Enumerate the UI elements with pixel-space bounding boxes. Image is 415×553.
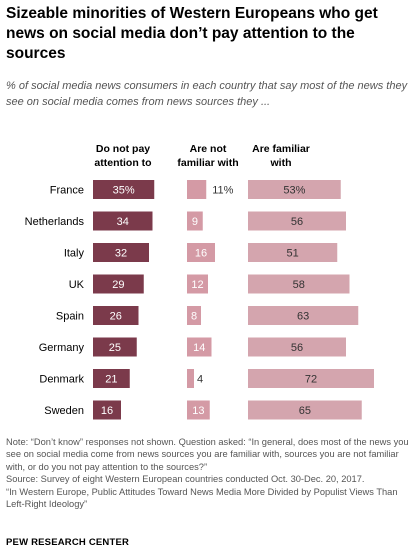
chart-subtitle: % of social media news consumers in each… (6, 80, 408, 108)
bar-not-pay-attention (93, 400, 121, 420)
data-label: 8 (191, 311, 197, 323)
pew-footer: PEW RESEARCH CENTER (6, 537, 130, 548)
data-label: 13 (192, 405, 204, 417)
data-label: 26 (110, 311, 122, 323)
category-label: Sweden (44, 405, 84, 417)
category-label: Italy (64, 248, 85, 260)
column-header-not-familiar: Are not familiar with (177, 143, 239, 169)
chart-notes: Note: “Don’t know” responses not shown. … (6, 436, 411, 510)
bar-not-familiar (187, 369, 194, 388)
data-label: 14 (193, 342, 205, 354)
data-label: 56 (291, 216, 303, 228)
bar-familiar (248, 274, 350, 294)
data-label: 21 (105, 374, 117, 386)
data-label: 32 (115, 248, 127, 260)
bar-not-pay-attention (93, 337, 137, 357)
bar-not-pay-attention (93, 180, 155, 199)
category-label: Spain (56, 311, 84, 323)
data-label: 53% (283, 185, 305, 197)
data-label: 4 (197, 374, 203, 386)
category-label: France (50, 185, 84, 197)
chart-title: Sizeable minorities of Western Europeans… (6, 5, 378, 62)
data-label: 25 (109, 342, 121, 354)
category-label: Netherlands (25, 216, 85, 228)
note-source: Source: Survey of eight Western European… (6, 474, 365, 485)
bar-familiar (248, 337, 346, 357)
note-report-title: “In Western Europe, Public Attitudes Tow… (6, 486, 398, 510)
bar-familiar (248, 211, 346, 231)
data-label: 58 (293, 279, 305, 291)
bar-not-pay-attention (93, 274, 144, 294)
data-label: 35% (113, 185, 135, 197)
data-label: 34 (117, 216, 129, 228)
bar-not-familiar (187, 400, 210, 420)
data-label: 16 (101, 405, 113, 417)
bar-not-familiar (187, 243, 215, 262)
column-header-not-pay-attention: Do not pay attention to (94, 143, 152, 169)
data-label: 72 (305, 374, 317, 386)
data-label: 11% (212, 185, 233, 197)
bar-familiar (248, 180, 341, 199)
category-label: Germany (39, 342, 85, 354)
data-label: 29 (112, 279, 124, 291)
data-label: 63 (297, 311, 309, 323)
data-label: 65 (299, 405, 311, 417)
bar-not-familiar (187, 274, 208, 294)
bar-not-familiar (187, 180, 207, 199)
bar-familiar (248, 243, 338, 262)
bar-not-pay-attention (93, 211, 153, 231)
category-label: UK (69, 279, 85, 291)
bar-not-familiar (187, 211, 203, 231)
column-header-familiar: Are familiar with (252, 143, 310, 169)
data-label: 56 (291, 342, 303, 354)
bar-not-familiar (187, 337, 212, 357)
bar-familiar (248, 400, 362, 420)
category-label: Denmark (39, 374, 84, 386)
data-label: 9 (192, 216, 198, 228)
bar-familiar (248, 306, 359, 325)
note-question: Note: “Don’t know” responses not shown. … (6, 437, 409, 472)
bar-chart: France 35% 11% 53% Netherlands 34 9 56 Italy 32 16… (25, 180, 374, 420)
bar-not-pay-attention (93, 306, 139, 325)
bar-familiar (248, 369, 374, 388)
bar-not-pay-attention (93, 243, 149, 262)
data-label: 51 (287, 248, 299, 260)
bar-not-familiar (187, 306, 201, 325)
data-label: 16 (195, 248, 207, 260)
data-label: 12 (191, 279, 203, 291)
bar-not-pay-attention (93, 369, 130, 388)
